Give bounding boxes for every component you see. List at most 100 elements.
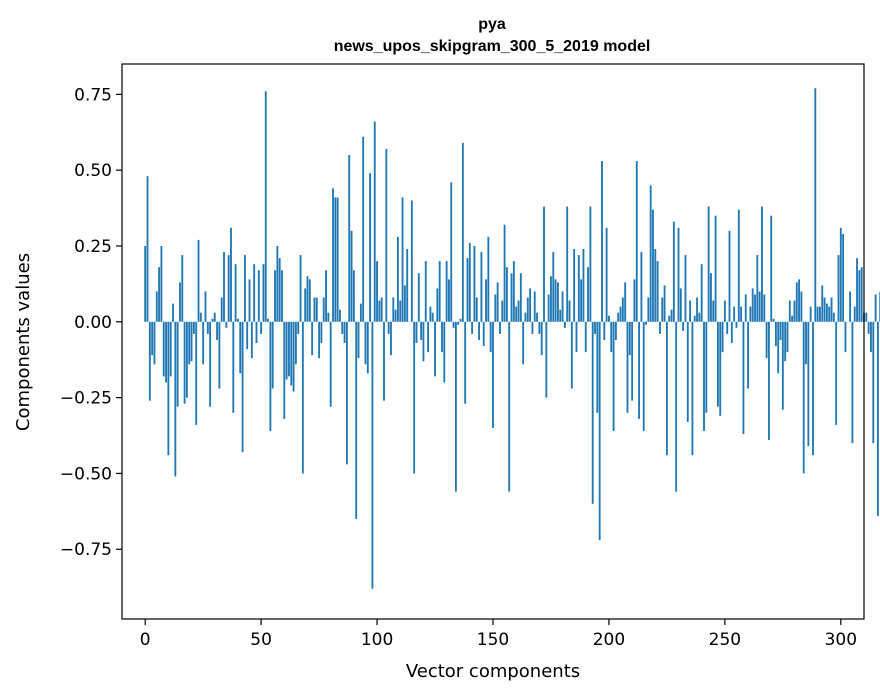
bar bbox=[220, 297, 223, 322]
bar bbox=[441, 321, 443, 353]
bar bbox=[828, 306, 831, 322]
bar bbox=[394, 309, 397, 322]
bar bbox=[243, 255, 246, 322]
bar bbox=[475, 297, 478, 322]
bar bbox=[821, 285, 824, 322]
bar bbox=[754, 294, 756, 322]
bar bbox=[269, 321, 272, 431]
bar bbox=[427, 321, 429, 353]
bar bbox=[489, 321, 492, 353]
bar bbox=[679, 288, 682, 322]
bar bbox=[614, 321, 617, 340]
bar bbox=[793, 300, 796, 322]
bar bbox=[443, 321, 446, 383]
bar bbox=[371, 321, 374, 589]
y-axis-label: Components values bbox=[13, 253, 34, 431]
bar bbox=[325, 270, 327, 322]
chart-title: pya bbox=[478, 16, 506, 33]
bar bbox=[517, 300, 520, 322]
bar bbox=[693, 315, 696, 322]
plot-frame bbox=[121, 63, 865, 620]
bar bbox=[237, 318, 239, 322]
bar bbox=[473, 245, 476, 322]
bar bbox=[689, 300, 692, 322]
bar bbox=[538, 321, 541, 334]
bar bbox=[626, 321, 629, 413]
bar bbox=[800, 291, 803, 322]
bar bbox=[415, 321, 418, 344]
bar bbox=[461, 142, 464, 322]
bar bbox=[487, 236, 490, 322]
bar bbox=[533, 291, 536, 322]
bar bbox=[526, 297, 529, 322]
bar bbox=[816, 306, 819, 322]
bar bbox=[283, 321, 286, 419]
bar bbox=[364, 321, 367, 365]
bar bbox=[392, 297, 395, 322]
y-tick-label: 0.50 bbox=[74, 161, 112, 181]
bar bbox=[410, 200, 413, 322]
bar bbox=[345, 321, 348, 465]
bar bbox=[742, 321, 745, 434]
bar bbox=[512, 261, 515, 322]
bar bbox=[315, 297, 318, 322]
bar bbox=[751, 288, 754, 322]
bar bbox=[188, 321, 191, 365]
bar bbox=[197, 239, 200, 322]
bar bbox=[849, 291, 852, 322]
bar bbox=[401, 197, 404, 322]
bar bbox=[621, 297, 624, 322]
bar bbox=[457, 321, 460, 325]
bar bbox=[777, 321, 780, 374]
bar bbox=[740, 306, 743, 322]
bar bbox=[781, 321, 784, 410]
bar bbox=[339, 309, 341, 322]
bar bbox=[531, 321, 534, 334]
bar bbox=[454, 321, 457, 492]
bar bbox=[144, 245, 147, 322]
bar bbox=[246, 321, 249, 350]
bar bbox=[385, 148, 388, 322]
bar bbox=[255, 321, 258, 344]
bar bbox=[355, 321, 358, 519]
bar bbox=[186, 321, 188, 398]
bar bbox=[239, 321, 242, 374]
bar bbox=[202, 321, 205, 365]
bar bbox=[603, 321, 606, 340]
bar bbox=[784, 321, 787, 362]
bar bbox=[515, 306, 518, 322]
bar bbox=[429, 306, 432, 322]
bar bbox=[654, 249, 657, 322]
bar bbox=[167, 321, 170, 456]
bar bbox=[216, 321, 218, 340]
x-tick-label: 150 bbox=[477, 630, 509, 650]
bar bbox=[253, 264, 256, 322]
bar bbox=[577, 255, 580, 322]
bar bbox=[448, 279, 450, 322]
x-tick-label: 100 bbox=[361, 630, 393, 650]
bar bbox=[313, 297, 316, 322]
bar bbox=[798, 279, 800, 322]
bar bbox=[250, 321, 253, 359]
bar bbox=[675, 321, 678, 492]
bar bbox=[434, 321, 436, 377]
bar bbox=[737, 209, 740, 322]
bar bbox=[503, 224, 506, 322]
bar bbox=[566, 206, 569, 322]
bar bbox=[341, 321, 344, 334]
x-tick-label: 0 bbox=[140, 630, 151, 650]
bar bbox=[176, 321, 179, 407]
bar bbox=[628, 321, 631, 356]
bar bbox=[436, 288, 439, 322]
bar bbox=[146, 176, 149, 322]
bar bbox=[647, 297, 650, 322]
bar bbox=[823, 297, 826, 322]
bar bbox=[844, 321, 847, 353]
bar bbox=[730, 321, 733, 344]
bar bbox=[204, 291, 207, 322]
bar bbox=[839, 227, 842, 322]
bar bbox=[438, 261, 441, 322]
bar bbox=[329, 321, 332, 407]
bar bbox=[726, 321, 729, 334]
bar bbox=[206, 321, 209, 334]
